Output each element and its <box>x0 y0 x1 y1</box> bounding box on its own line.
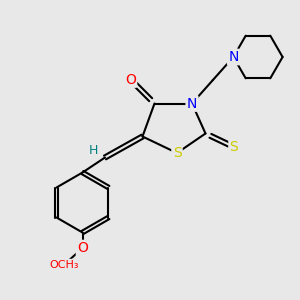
Text: H: H <box>89 144 98 158</box>
Text: OCH₃: OCH₃ <box>49 260 79 270</box>
Text: S: S <box>230 140 238 154</box>
Text: O: O <box>125 73 136 86</box>
Text: N: N <box>228 50 239 64</box>
Text: S: S <box>172 146 182 160</box>
Text: O: O <box>77 241 88 255</box>
Text: N: N <box>187 97 197 110</box>
